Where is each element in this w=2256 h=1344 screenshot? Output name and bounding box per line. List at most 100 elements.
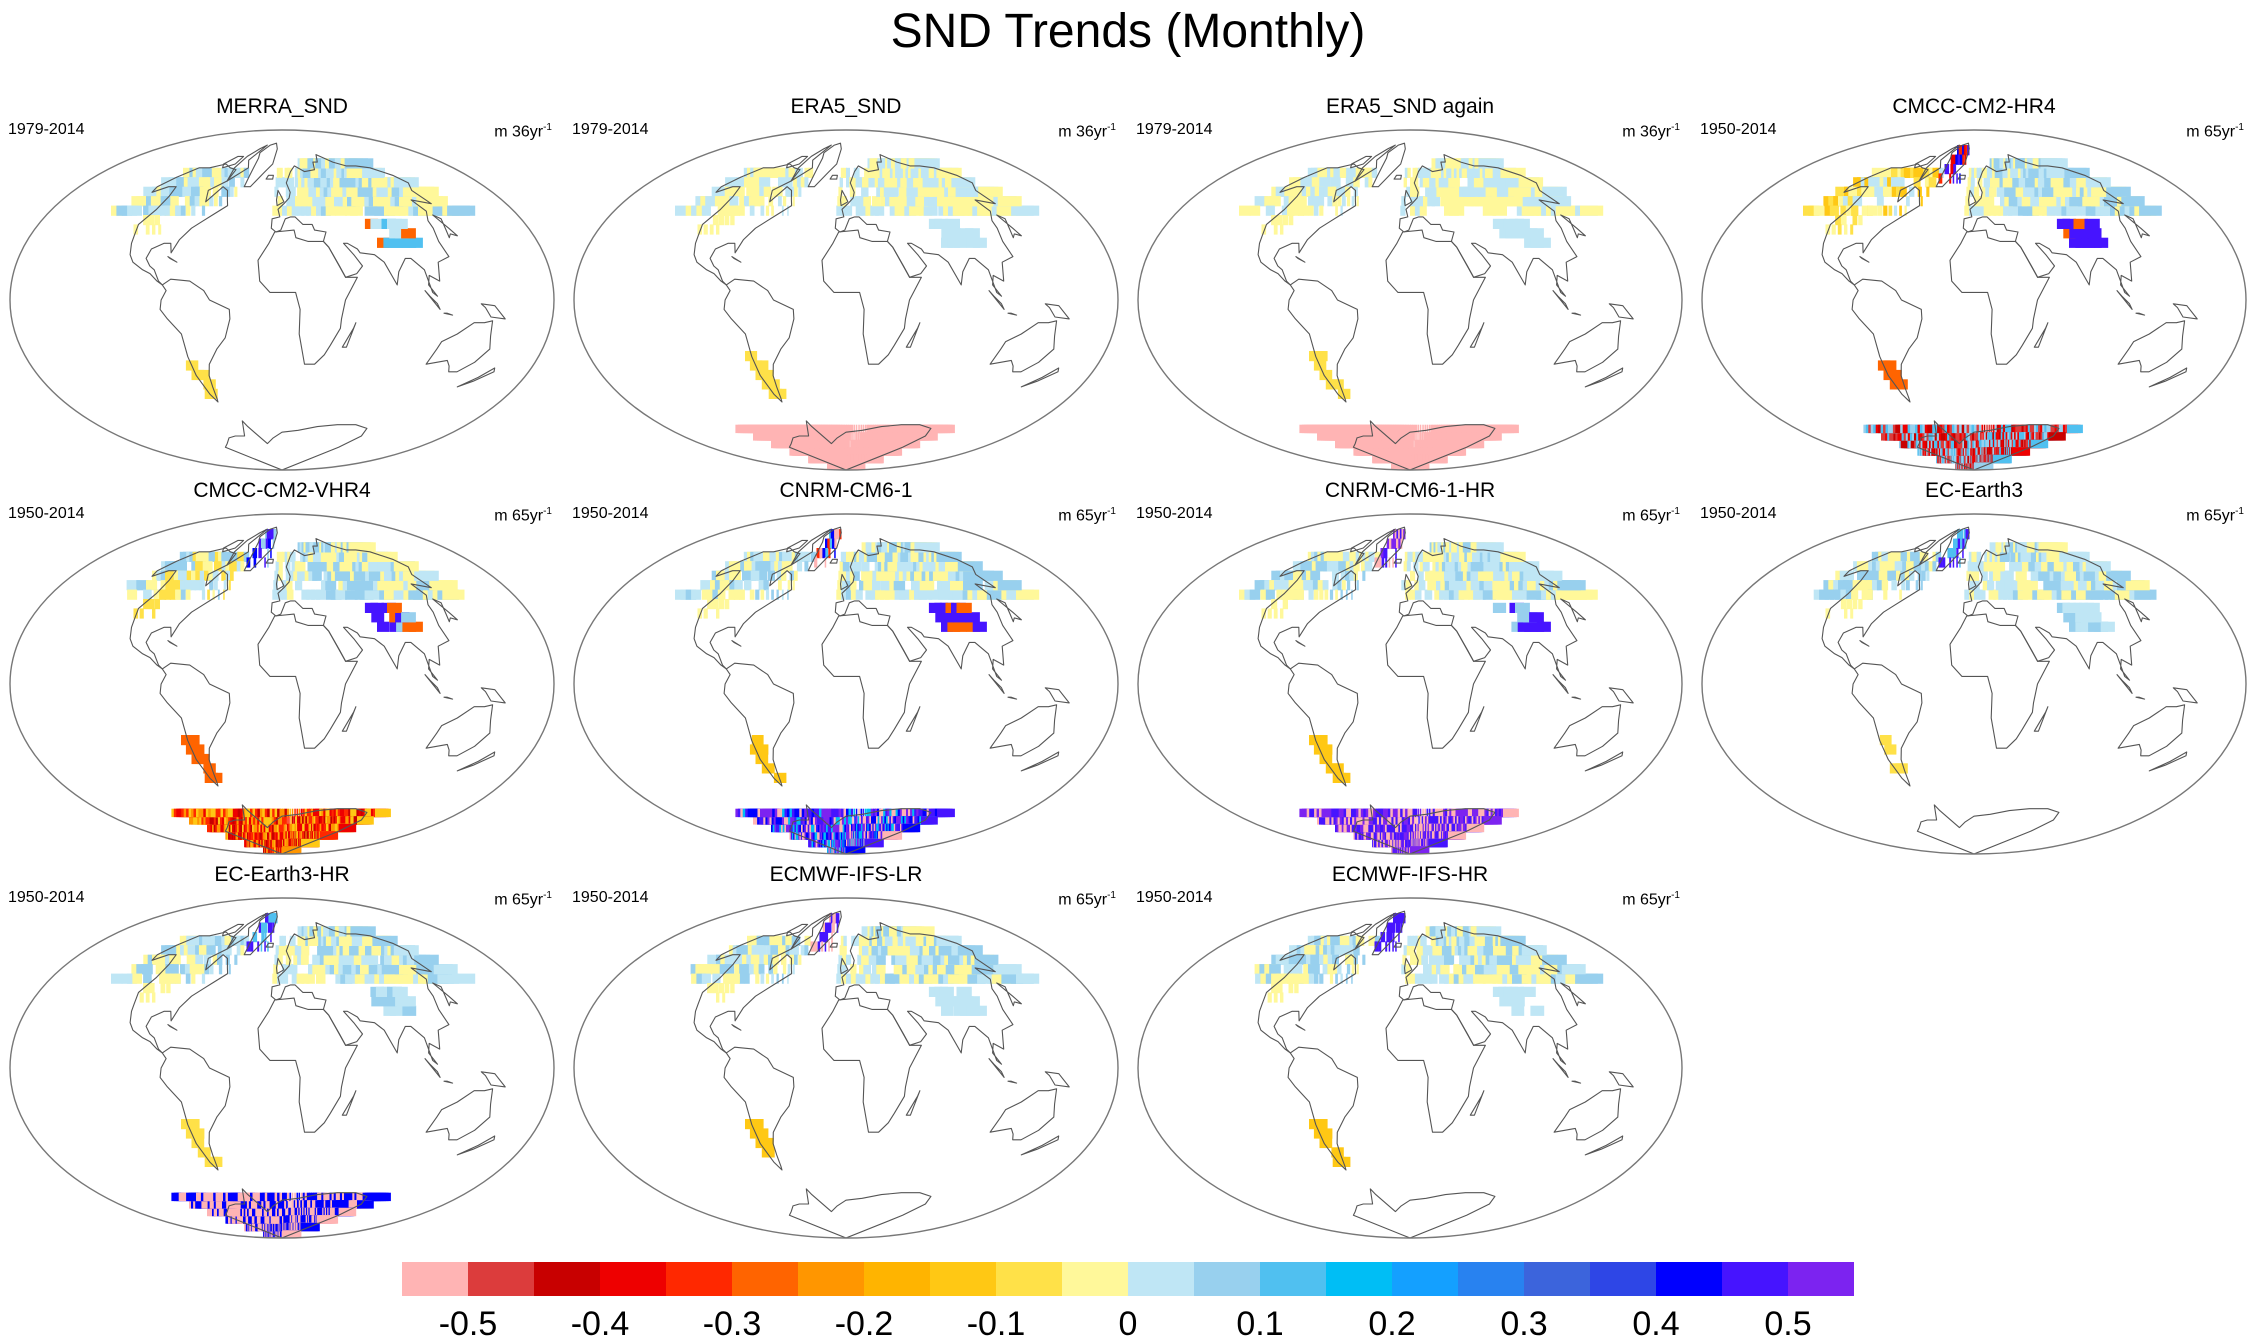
trend-cell [778, 177, 787, 188]
coastline-island [1914, 155, 1937, 169]
trend-cell [1482, 205, 1497, 216]
trend-cell [760, 205, 765, 216]
trend-cell [1410, 424, 1413, 434]
trend-cell [1414, 205, 1422, 216]
trend-cell [1403, 177, 1407, 188]
trend-cell [284, 167, 290, 178]
trend-cell [880, 589, 890, 600]
trend-cell [1475, 196, 1489, 207]
trend-cell [914, 570, 930, 581]
trend-cell [1441, 424, 1446, 434]
trend-cell [1938, 167, 1944, 178]
trend-cell [306, 205, 315, 216]
coastline-island [786, 539, 809, 553]
trend-cell [272, 205, 278, 216]
trend-cell [841, 823, 845, 833]
trend-cell [1319, 205, 1324, 216]
trend-cell [143, 205, 152, 216]
trend-cell [1964, 424, 1969, 434]
trend-cell [1388, 557, 1391, 568]
trend-cell [1971, 167, 1975, 178]
trend-cell [865, 589, 874, 600]
trend-cell [869, 551, 879, 562]
trend-cell [772, 167, 785, 178]
trend-cell [781, 561, 790, 572]
trend-cell [685, 205, 697, 216]
trend-cell [1418, 432, 1420, 441]
coastline-samerica [1851, 278, 1923, 403]
trend-cell [293, 816, 296, 825]
trend-cell [180, 580, 188, 591]
trend-cell [810, 551, 816, 562]
trend-cell [282, 808, 285, 818]
trend-cell [197, 369, 210, 381]
coastline-island [1020, 367, 1060, 388]
coastlines [693, 526, 1070, 854]
trend-cell [1969, 439, 1973, 449]
trend-cell [1824, 205, 1834, 216]
trend-cell [1983, 177, 1990, 188]
trend-cell [874, 808, 879, 818]
trend-cell [1978, 205, 1986, 216]
world-map [1137, 129, 1683, 471]
trend-cell [388, 205, 406, 216]
trend-cell [1371, 167, 1378, 178]
trend-cell [1478, 542, 1504, 553]
trend-cell [753, 551, 770, 562]
trend-cell [1883, 186, 1892, 197]
trend-cell [1414, 589, 1422, 600]
coastline-namerica [1821, 163, 1929, 286]
trend-cell [887, 561, 900, 572]
trend-cell [1407, 424, 1411, 434]
trend-cell [1444, 589, 1454, 600]
coastline-island [1044, 687, 1070, 704]
trend-cell [158, 224, 162, 235]
coastline-island [996, 598, 1022, 623]
trend-cell [272, 808, 277, 818]
trend-cell [1276, 215, 1283, 226]
trend-cell [1406, 561, 1411, 572]
trend-cell [1976, 447, 1978, 456]
trend-cell [846, 570, 852, 581]
trend-cell [273, 529, 277, 540]
trend-cell [1978, 424, 1981, 434]
trend-cell [858, 424, 860, 434]
trend-cell [1417, 439, 1420, 449]
trend-cell [1835, 215, 1842, 226]
trend-cell [287, 823, 289, 833]
trend-cell [275, 561, 279, 572]
trend-cell [736, 177, 751, 188]
trend-cell [274, 186, 279, 197]
trend-cell [717, 589, 726, 600]
coastline-island [424, 674, 441, 694]
trend-cell [277, 589, 283, 600]
trend-cell [1273, 608, 1278, 619]
trend-cell [844, 439, 847, 449]
trend-cell [1932, 167, 1939, 178]
trend-cell [273, 580, 278, 591]
trend-cell [771, 589, 774, 600]
panel-period: 1979-2014 [8, 121, 85, 138]
trend-cell [1967, 432, 1972, 441]
trend-cell [734, 580, 743, 591]
trend-cell [856, 816, 858, 825]
trend-cell [794, 186, 798, 197]
coastline-island [2172, 303, 2198, 320]
map-panel: MERRA_SND 1979-2014 m 36yr-1 [0, 94, 564, 478]
trend-cell [1412, 551, 1418, 562]
trend-cell [2030, 439, 2049, 449]
trend-cell [838, 570, 843, 581]
trend-cell [1840, 205, 1849, 216]
trend-cell [313, 551, 325, 562]
trend-cell [1405, 580, 1411, 591]
trend-cell [778, 167, 790, 178]
trend-cell [300, 816, 304, 825]
trend-cell [274, 570, 279, 581]
trend-cell [2010, 167, 2023, 178]
trend-cell [849, 570, 856, 581]
trend-cell [1345, 570, 1351, 581]
trend-cell [929, 186, 947, 197]
trend-cell [1249, 205, 1261, 216]
trend-cell [280, 831, 283, 840]
trend-cell [159, 589, 167, 600]
